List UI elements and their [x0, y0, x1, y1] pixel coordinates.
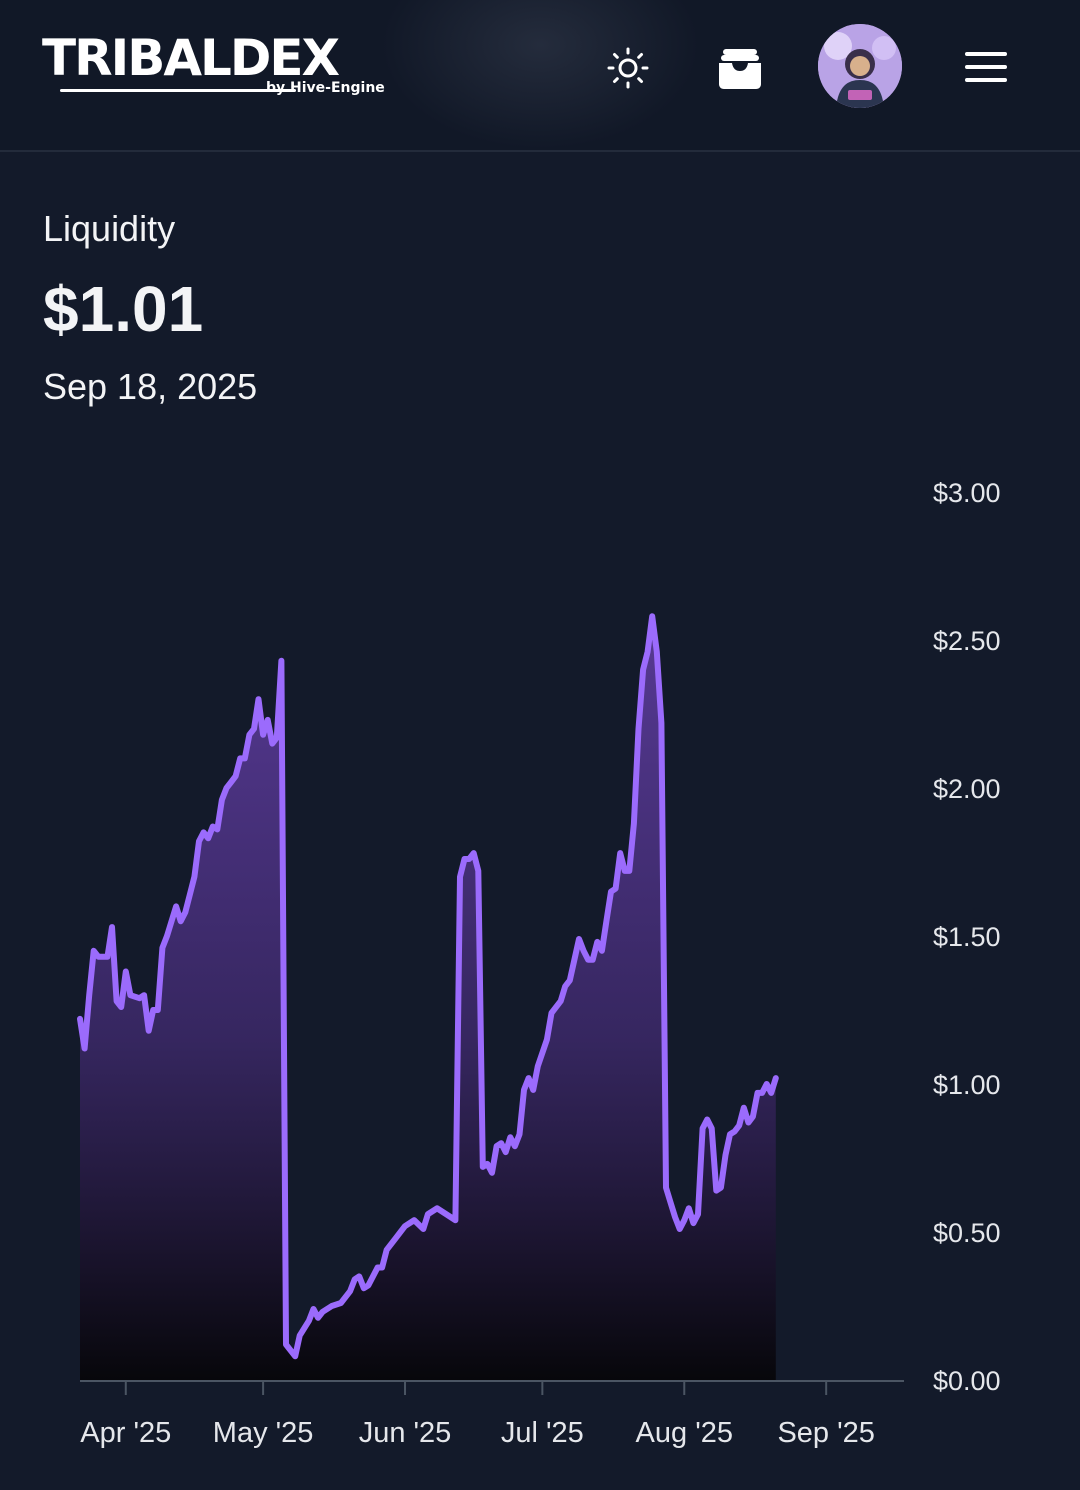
logo-subtitle: by Hive-Engine — [266, 80, 385, 96]
x-axis: Apr '25 May '25 Jun '25 Jul '25 Aug '25 Sep '… — [80, 1380, 904, 1449]
logo-text: TRIBALDEX — [42, 29, 340, 87]
series-line — [77, 613, 779, 1360]
y-tick-label: $0.50 — [933, 1218, 1001, 1248]
plot-area — [77, 613, 779, 1380]
wallet-icon — [719, 49, 761, 89]
avatar[interactable] — [818, 24, 902, 108]
metric-label: Liquidity — [43, 208, 176, 249]
y-axis: $3.00 $2.50 $2.00 $1.50 $1.00 $0.50 $0.00 — [933, 478, 1001, 1396]
x-tick-label: Aug '25 — [636, 1417, 733, 1449]
sun-icon — [607, 47, 649, 89]
hamburger-menu-icon — [965, 52, 1007, 82]
y-tick-label: $2.50 — [933, 626, 1001, 656]
y-tick-label: $2.00 — [933, 774, 1001, 804]
menu-button[interactable] — [958, 44, 1014, 90]
liquidity-chart[interactable]: $3.00 $2.50 $2.00 $1.50 $1.00 $0.50 $0.00 Apr … — [0, 440, 1080, 1490]
y-tick-label: $1.00 — [933, 1070, 1001, 1100]
y-tick-label: $1.50 — [933, 922, 1001, 952]
theme-toggle-button[interactable] — [600, 40, 656, 96]
y-tick-label: $0.00 — [933, 1366, 1001, 1396]
y-tick-label: $3.00 — [933, 478, 1001, 508]
x-tick-label: May '25 — [213, 1417, 314, 1449]
avatar-image — [818, 24, 902, 108]
series-area — [80, 616, 776, 1380]
metric-date: Sep 18, 2025 — [43, 366, 258, 407]
tribaldex-logo[interactable]: TRIBALDEX by Hive-Engine — [42, 29, 385, 102]
metric-value: $1.01 — [43, 273, 204, 345]
top-nav: TRIBALDEX by Hive-Engine — [0, 0, 1080, 152]
x-tick-label: Sep '25 — [777, 1417, 874, 1449]
x-tick-label: Jul '25 — [501, 1417, 584, 1449]
x-tick-label: Jun '25 — [359, 1417, 452, 1449]
logo-underline — [60, 89, 296, 92]
wallet-button[interactable] — [712, 40, 768, 96]
x-tick-label: Apr '25 — [80, 1417, 171, 1449]
